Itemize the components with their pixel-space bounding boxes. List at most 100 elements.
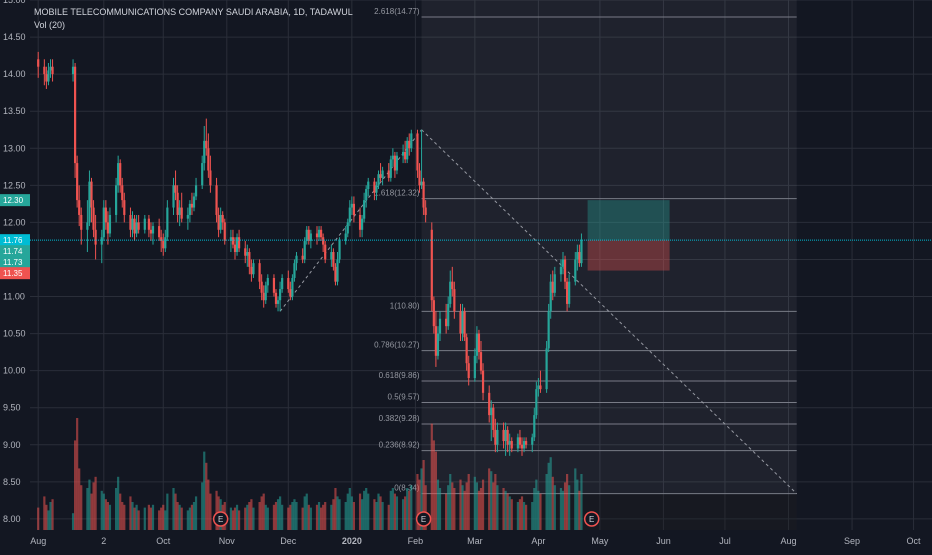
candle-body	[338, 240, 341, 260]
volume-bar	[504, 490, 507, 530]
volume-bar	[453, 488, 456, 530]
candle-body	[90, 181, 93, 208]
candle-body	[461, 311, 464, 334]
volume-bar	[479, 488, 483, 530]
candle-body	[479, 352, 483, 371]
volume-bar	[203, 451, 206, 530]
volume-bar	[358, 493, 362, 530]
candle-body	[131, 218, 134, 230]
volume-bar	[162, 504, 165, 530]
volume-bar	[363, 490, 366, 530]
candle-body	[467, 363, 470, 379]
volume-bar	[566, 474, 569, 530]
candle-body	[502, 429, 505, 442]
price-badge	[0, 245, 30, 258]
candle-body	[180, 207, 183, 219]
volume-bar	[264, 504, 267, 530]
volume-bar	[389, 490, 392, 530]
volume-bar	[108, 504, 112, 530]
fib-background	[421, 0, 797, 531]
volume-bar	[537, 490, 540, 530]
y-tick-label: 10.00	[3, 366, 26, 376]
candle-body	[453, 289, 456, 312]
candle-body	[190, 203, 194, 208]
candle-body	[459, 311, 462, 334]
x-tick-label: Mar	[467, 536, 483, 546]
candle-body	[418, 170, 421, 186]
candle-body	[264, 285, 267, 301]
candle-body	[309, 233, 312, 241]
volume-bar	[467, 474, 470, 530]
candle-body	[78, 200, 81, 215]
volume-bar	[348, 488, 351, 530]
volume-bar	[549, 457, 552, 530]
x-tick-label: Oct	[156, 536, 171, 546]
candle-body	[293, 263, 296, 278]
volume-bar	[160, 507, 163, 530]
candle-body	[102, 207, 105, 238]
volume-bar	[149, 507, 153, 530]
candle-body	[178, 207, 181, 215]
candle-body	[45, 74, 48, 82]
candle-body	[363, 200, 366, 219]
price-badge-label: 11.76	[3, 236, 23, 245]
volume-bar	[250, 499, 253, 530]
candle-body	[352, 203, 355, 215]
fib-level-label: 0.786(10.27)	[374, 341, 420, 350]
candle-body	[561, 259, 565, 267]
volume-bar	[449, 474, 452, 530]
candle-body	[379, 174, 382, 178]
candle-body	[537, 385, 540, 390]
x-tick-label: Oct	[907, 536, 922, 546]
volume-bar	[424, 485, 427, 530]
candle-body	[432, 300, 435, 327]
candle-body	[207, 148, 210, 171]
volume-bar	[516, 502, 519, 530]
fib-level-label: 0.618(9.86)	[379, 371, 420, 380]
volume-bar	[332, 499, 335, 530]
price-badge	[0, 234, 30, 247]
volume-bar	[272, 504, 276, 530]
x-axis-band	[0, 530, 932, 550]
volume-bar	[375, 502, 378, 530]
candle-body	[434, 326, 437, 356]
candle-body	[580, 240, 583, 264]
candle-body	[233, 244, 237, 253]
volume-bar	[461, 485, 464, 530]
y-tick-label: 11.00	[3, 292, 25, 302]
volume-bar	[293, 499, 296, 530]
volume-bar	[367, 493, 370, 530]
volume-bar	[510, 499, 513, 530]
volume-bar	[338, 499, 341, 530]
candle-body	[350, 203, 353, 208]
volume-bar	[578, 490, 581, 530]
candle-body	[506, 429, 509, 445]
volume-bar	[94, 476, 97, 530]
volume-bar	[451, 482, 454, 530]
volume-bar	[174, 493, 177, 530]
candle-body	[322, 237, 325, 245]
volume-bar	[276, 499, 280, 530]
volume-bar	[434, 451, 437, 530]
candle-body	[549, 281, 552, 312]
volume-bar	[88, 479, 91, 530]
volume-bar	[74, 440, 77, 530]
candle-body	[332, 252, 335, 267]
candle-body	[361, 218, 364, 230]
candle-body	[492, 407, 495, 430]
y-tick-label: 14.50	[3, 32, 26, 42]
candle-body	[266, 277, 269, 286]
candle-body	[344, 233, 347, 241]
fib-level-label: 0.236(8.92)	[379, 441, 420, 450]
candle-body	[162, 240, 165, 249]
volume-bar	[49, 502, 52, 530]
candle-body	[209, 170, 212, 186]
price-badge-label: 12.30	[3, 196, 24, 205]
candle-body	[252, 263, 255, 275]
candle-body	[221, 214, 224, 223]
candle-body	[568, 281, 571, 304]
x-tick-label: Sep	[844, 536, 860, 546]
volume-bar	[129, 496, 132, 530]
